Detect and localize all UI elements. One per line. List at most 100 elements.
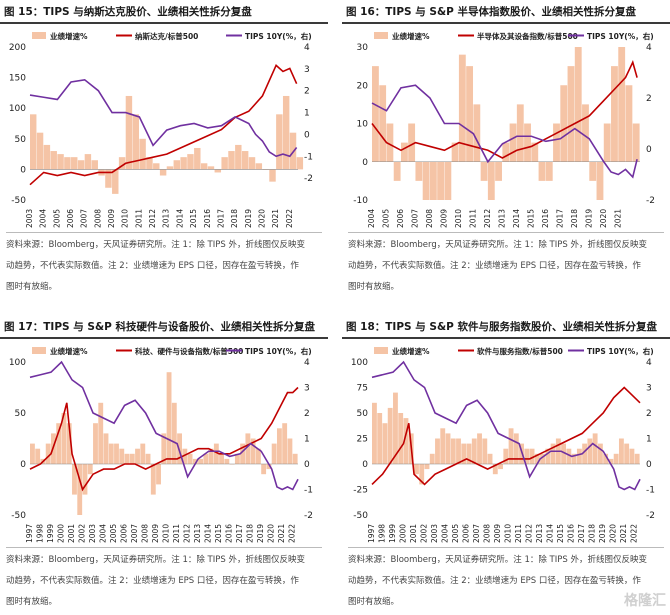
x-tick-label: 2008 xyxy=(483,524,492,543)
x-tick-label: 2016 xyxy=(567,524,576,543)
bar xyxy=(171,402,177,464)
bar xyxy=(287,438,293,464)
y-tick-label: -25 xyxy=(353,486,368,496)
bar xyxy=(422,161,430,200)
bar xyxy=(159,169,167,176)
bar xyxy=(166,166,174,170)
x-tick-label: 2021 xyxy=(271,209,280,228)
bar-series xyxy=(372,392,640,485)
y-tick-label: -50 xyxy=(11,196,26,206)
bar xyxy=(502,142,510,162)
y-tick-label: 100 xyxy=(351,358,368,368)
bar xyxy=(567,66,575,162)
x-tick-label: 2018 xyxy=(230,209,239,228)
x-tick-label: 2006 xyxy=(462,524,471,543)
y-tick-label: 0 xyxy=(362,158,368,168)
bar xyxy=(125,95,133,170)
bar xyxy=(400,142,408,162)
legend-bar-swatch xyxy=(32,347,46,354)
bar xyxy=(461,443,467,464)
bar xyxy=(161,433,167,464)
y-tick-label: 4 xyxy=(646,358,652,368)
legend-bar-swatch xyxy=(374,347,388,354)
legend-label: 业绩增速% xyxy=(50,346,88,356)
bar xyxy=(553,123,560,162)
y-tick-label: 2 xyxy=(304,87,310,97)
x-tick-label: 2011 xyxy=(468,209,477,228)
x-tick-label: 2019 xyxy=(584,209,593,228)
x-tick-label: 2005 xyxy=(381,209,390,228)
bar xyxy=(451,142,459,162)
bar xyxy=(582,443,588,464)
x-tick-label: 2004 xyxy=(99,524,108,543)
chart-svg: 业绩增速% 科技、硬件与设备指数/标普500 TIPS 10Y(%，右) -50 0 50… xyxy=(9,346,313,543)
bar xyxy=(187,154,194,170)
x-tick-label: 2012 xyxy=(525,524,534,543)
line-series-index xyxy=(371,60,638,159)
bar xyxy=(282,423,288,464)
bar xyxy=(574,47,582,162)
bar xyxy=(156,464,161,485)
x-tick-label: 2016 xyxy=(541,209,550,228)
bar-series xyxy=(30,372,298,515)
x-tick-label: 2004 xyxy=(441,524,450,543)
bar xyxy=(221,157,228,170)
x-tick-label: 2019 xyxy=(244,209,253,228)
x-tick-label: 2005 xyxy=(451,524,460,543)
y-axis-left: -50 0 50 100 xyxy=(9,358,26,521)
bar xyxy=(458,54,466,162)
x-tick-label: 1998 xyxy=(378,524,387,543)
y-tick-label: 100 xyxy=(9,104,26,114)
source-note-line: 图时有放缩。 xyxy=(348,282,400,292)
bar xyxy=(456,438,461,464)
bar xyxy=(393,161,401,181)
bar xyxy=(540,453,546,464)
legend-label: 软件与服务指数/标普500 xyxy=(477,346,563,356)
bar xyxy=(93,423,98,464)
x-tick-label: 2001 xyxy=(67,524,76,543)
bar xyxy=(119,448,125,464)
bar xyxy=(240,443,246,464)
bar xyxy=(45,443,51,464)
bar-series xyxy=(372,47,640,200)
bar xyxy=(424,464,430,470)
bar xyxy=(255,448,261,464)
legend-label: 业绩增速% xyxy=(392,31,430,41)
bar xyxy=(629,448,635,464)
x-tick-label: 2015 xyxy=(556,524,565,543)
legend: 业绩增速% 软件与服务指数/标普500 TIPS 10Y(%，右) xyxy=(374,346,654,356)
bar xyxy=(618,438,624,464)
bar xyxy=(266,464,272,470)
y-tick-label: 0 xyxy=(362,460,368,470)
bar xyxy=(56,423,62,464)
x-axis: 2004 2005 2006 2007 2008 2009 2010 2011 2012 2013… xyxy=(367,209,622,228)
y-tick-label: 0 xyxy=(304,130,310,140)
bar xyxy=(487,161,495,200)
bar xyxy=(87,464,93,475)
legend-label: TIPS 10Y(%，右) xyxy=(587,346,654,356)
y-tick-label: 4 xyxy=(646,43,652,53)
bar xyxy=(61,413,67,464)
y-tick-label: 0 xyxy=(646,145,652,155)
bar xyxy=(248,157,256,170)
x-tick-label: 2009 xyxy=(107,209,116,228)
source-note-line: 图时有放缩。 xyxy=(348,597,400,607)
bar xyxy=(50,151,57,170)
bar xyxy=(114,443,119,464)
line-series-tips xyxy=(29,78,298,158)
bar xyxy=(261,464,267,475)
x-tick-label: 2018 xyxy=(588,524,597,543)
source-note-line: 图时有放缩。 xyxy=(6,597,58,607)
chart-title: 图 16：TIPS 与 S&P 半导体指数股价、业绩相关性拆分复盘 xyxy=(346,6,636,18)
bar xyxy=(480,161,488,181)
y-tick-label: -2 xyxy=(304,174,313,184)
x-tick-label: 2009 xyxy=(439,209,448,228)
x-tick-label: 2008 xyxy=(425,209,434,228)
x-tick-label: 2013 xyxy=(193,524,202,543)
x-tick-label: 2021 xyxy=(619,524,628,543)
bar xyxy=(30,443,35,464)
bar xyxy=(608,458,614,464)
x-tick-label: 2010 xyxy=(504,524,513,543)
bar xyxy=(429,453,435,464)
y-tick-label: -1 xyxy=(304,486,313,496)
